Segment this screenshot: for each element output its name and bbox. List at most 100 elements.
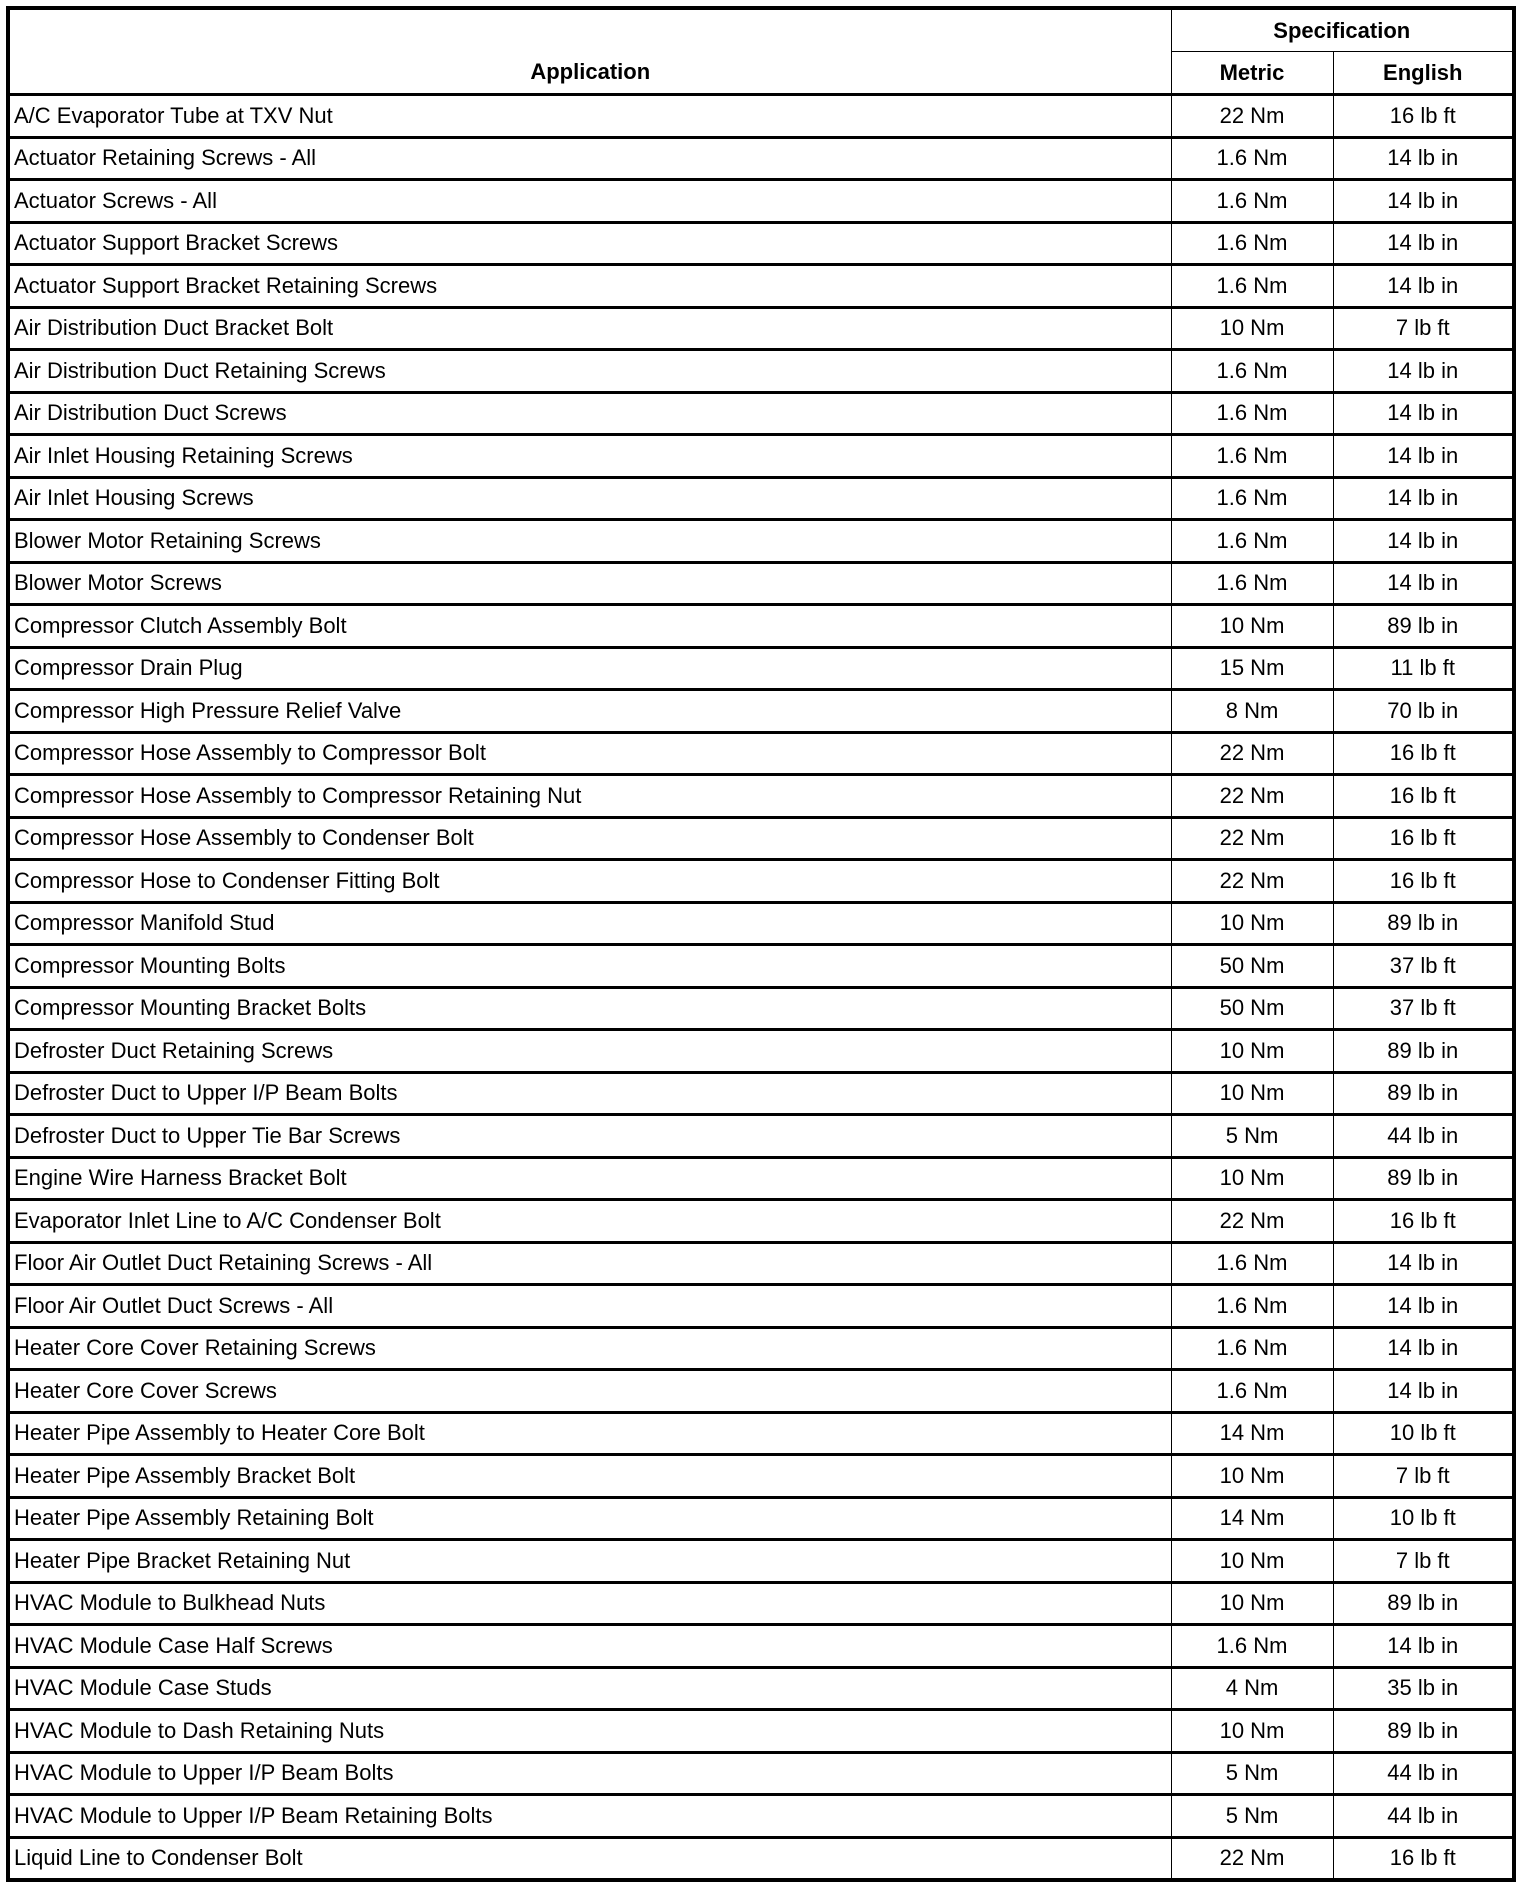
table-row: Actuator Support Bracket Screws 1.6 Nm 14 … — [8, 222, 1515, 265]
table-row: Heater Pipe Assembly Retaining Bolt 14 Nm… — [8, 1497, 1515, 1540]
english-cell: 14 lb in — [1387, 570, 1459, 596]
table-row: Actuator Screws - All 1.6 Nm 14 lb in — [8, 179, 1515, 222]
table-row: Defroster Duct to Upper I/P Beam Bolts 10… — [8, 1072, 1515, 1115]
english-cell: 16 lb ft — [1389, 102, 1456, 128]
metric-cell: 10 Nm — [1171, 1072, 1334, 1115]
english-cell: 14 lb in — [1387, 1250, 1459, 1276]
application-cell: HVAC Module to Dash Retaining Nuts — [8, 1709, 1172, 1752]
table-row: Liquid Line to Condenser Bolt 22 Nm 16 lb … — [8, 1837, 1514, 1880]
metric-cell: 5 Nm — [1171, 1752, 1334, 1795]
metric-cell: 1.6 Nm — [1171, 392, 1334, 435]
application-cell: Actuator Support Bracket Retaining Screw… — [8, 264, 1172, 307]
english-cell: 10 lb ft — [1389, 1420, 1456, 1446]
application-cell: Compressor Hose Assembly to Compressor B… — [8, 732, 1172, 775]
metric-cell: 1.6 Nm — [1171, 477, 1334, 520]
table-row: Heater Pipe Bracket Retaining Nut 10 Nm 7 … — [8, 1539, 1515, 1582]
metric-cell: 1.6 Nm — [1171, 349, 1334, 392]
header-metric: Metric — [1171, 51, 1334, 95]
metric-cell: 10 Nm — [1171, 902, 1334, 945]
metric-cell: 22 Nm — [1171, 732, 1334, 775]
table-body: A/C Evaporator Tube at TXV Nut 22 Nm 16 lb… — [8, 94, 1515, 1880]
metric-cell: 1.6 Nm — [1171, 222, 1334, 265]
table-row: Compressor Hose to Condenser Fitting Bol… — [8, 859, 1515, 902]
english-cell: 14 lb in — [1387, 145, 1459, 171]
english-cell: 14 lb in — [1387, 272, 1459, 298]
table-row: HVAC Module to Upper I/P Beam Bolts 5 Nm 4… — [8, 1752, 1515, 1795]
english-cell: 44 lb in — [1387, 1802, 1459, 1828]
application-cell: Actuator Screws - All — [8, 179, 1172, 222]
table-row: HVAC Module to Upper I/P Beam Retaining … — [8, 1794, 1515, 1837]
table-row: HVAC Module to Dash Retaining Nuts 10 Nm 8… — [8, 1709, 1515, 1752]
metric-cell: 1.6 Nm — [1171, 1327, 1334, 1370]
english-cell: 14 lb in — [1387, 485, 1459, 511]
application-cell: Evaporator Inlet Line to A/C Condenser B… — [8, 1199, 1172, 1242]
application-cell: Blower Motor Retaining Screws — [8, 519, 1172, 562]
table-row: Air Distribution Duct Bracket Bolt 10 Nm 7… — [8, 307, 1515, 350]
english-cell: 14 lb in — [1387, 230, 1459, 256]
application-cell: Compressor Mounting Bolts — [8, 944, 1172, 987]
table-row: Air Inlet Housing Screws 1.6 Nm 14 lb in — [8, 477, 1515, 520]
english-cell: 35 lb in — [1387, 1675, 1459, 1701]
table-row: Compressor Mounting Bracket Bolts 50 Nm 37… — [8, 987, 1515, 1030]
english-cell: 11 lb ft — [1390, 655, 1455, 681]
table-row: Blower Motor Retaining Screws 1.6 Nm 14 lb… — [8, 519, 1515, 562]
application-cell: Defroster Duct to Upper Tie Bar Screws — [8, 1114, 1172, 1157]
english-cell: 7 lb ft — [1395, 315, 1450, 341]
table-row: Actuator Support Bracket Retaining Screw… — [8, 264, 1515, 307]
application-cell: Compressor Hose to Condenser Fitting Bol… — [8, 859, 1172, 902]
table-row: HVAC Module Case Studs 4 Nm 35 lb in — [8, 1667, 1515, 1710]
application-cell: Actuator Retaining Screws - All — [8, 137, 1172, 180]
metric-cell: 1.6 Nm — [1171, 1284, 1334, 1327]
english-cell: 44 lb in — [1387, 1760, 1459, 1786]
metric-cell: 22 Nm — [1171, 94, 1334, 137]
english-cell: 16 lb ft — [1389, 1845, 1456, 1870]
english-cell: 37 lb ft — [1389, 952, 1456, 978]
english-cell: 14 lb in — [1387, 187, 1459, 213]
table-row: Floor Air Outlet Duct Retaining Screws -… — [8, 1242, 1515, 1285]
english-cell: 89 lb in — [1387, 910, 1459, 936]
application-cell: A/C Evaporator Tube at TXV Nut — [8, 94, 1172, 137]
application-cell: Engine Wire Harness Bracket Bolt — [8, 1157, 1172, 1200]
metric-cell: 4 Nm — [1171, 1667, 1334, 1710]
metric-cell: 1.6 Nm — [1171, 519, 1334, 562]
application-cell: Air Distribution Duct Bracket Bolt — [8, 307, 1172, 350]
application-cell: Compressor Hose Assembly to Compressor R… — [8, 774, 1172, 817]
metric-cell: 1.6 Nm — [1171, 1369, 1334, 1412]
english-cell: 14 lb in — [1387, 1632, 1459, 1658]
metric-cell: 1.6 Nm — [1171, 264, 1334, 307]
table-row: Compressor Hose Assembly to Condenser Bo… — [8, 817, 1515, 860]
table-row: Actuator Retaining Screws - All 1.6 Nm 14 … — [8, 137, 1515, 180]
metric-cell: 10 Nm — [1171, 307, 1334, 350]
english-cell: 14 lb in — [1387, 1292, 1459, 1318]
application-cell: Heater Pipe Assembly Retaining Bolt — [8, 1497, 1172, 1540]
metric-cell: 10 Nm — [1171, 1029, 1334, 1072]
application-cell: Heater Pipe Assembly Bracket Bolt — [8, 1454, 1172, 1497]
application-cell: Heater Pipe Bracket Retaining Nut — [8, 1539, 1172, 1582]
metric-cell: 5 Nm — [1171, 1794, 1334, 1837]
table-row: Compressor High Pressure Relief Valve 8 N… — [8, 689, 1515, 732]
table-row: Compressor Drain Plug 15 Nm 11 lb ft — [8, 647, 1515, 690]
metric-cell: 22 Nm — [1171, 1837, 1334, 1880]
table-row: HVAC Module to Bulkhead Nuts 10 Nm 89 lb i… — [8, 1582, 1515, 1625]
english-cell: 89 lb in — [1387, 1037, 1459, 1063]
application-cell: Compressor Manifold Stud — [8, 902, 1172, 945]
application-cell: Liquid Line to Condenser Bolt — [8, 1837, 1172, 1880]
metric-cell: 10 Nm — [1171, 1582, 1334, 1625]
english-cell: 16 lb ft — [1389, 867, 1456, 893]
application-cell: Blower Motor Screws — [8, 562, 1172, 605]
english-cell: 14 lb in — [1387, 442, 1459, 468]
english-cell: 16 lb ft — [1389, 1207, 1456, 1233]
application-cell: Compressor Clutch Assembly Bolt — [8, 604, 1172, 647]
metric-cell: 1.6 Nm — [1171, 1624, 1334, 1667]
metric-cell: 14 Nm — [1171, 1497, 1334, 1540]
metric-cell: 10 Nm — [1171, 1454, 1334, 1497]
english-cell: 70 lb in — [1387, 697, 1459, 723]
application-cell: Air Inlet Housing Retaining Screws — [8, 434, 1172, 477]
application-cell: Actuator Support Bracket Screws — [8, 222, 1172, 265]
english-cell: 10 lb ft — [1389, 1505, 1456, 1531]
english-cell: 16 lb ft — [1389, 740, 1456, 766]
application-cell: Compressor Hose Assembly to Condenser Bo… — [8, 817, 1172, 860]
table-row: Compressor Manifold Stud 10 Nm 89 lb in — [8, 902, 1515, 945]
metric-cell: 50 Nm — [1171, 987, 1334, 1030]
english-cell: 89 lb in — [1387, 1080, 1459, 1106]
